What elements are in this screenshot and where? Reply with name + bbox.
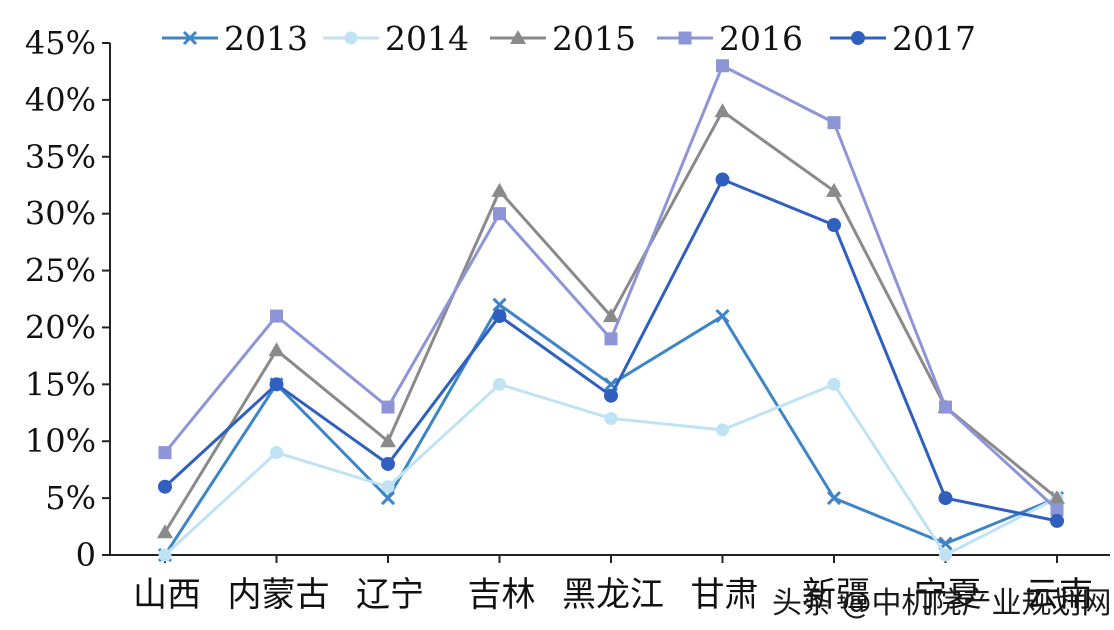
- series-2016: [158, 59, 1064, 516]
- x-tick-label: 黑龙江: [562, 575, 664, 615]
- legend-swatch-marker: [182, 30, 198, 46]
- legend-label: 2016: [719, 19, 803, 58]
- y-tick-label: 10%: [25, 422, 96, 460]
- y-tick-label: 45%: [25, 24, 96, 62]
- data-point-2014: [381, 480, 395, 494]
- legend-swatch-marker: [851, 31, 865, 45]
- x-tick-label: 新疆: [802, 575, 870, 615]
- data-point-2015: [491, 182, 508, 197]
- series-line-2014: [163, 382, 1058, 557]
- x-tick-label: 云南: [1025, 575, 1093, 615]
- legend-item-2016: 2016: [657, 19, 803, 58]
- x-tick-label: 内蒙古: [228, 575, 330, 615]
- legend-item-2015: 2015: [490, 19, 636, 58]
- watermark-text: 头条 @中机院产业规划网: [772, 586, 1112, 621]
- y-tick-label: 25%: [25, 252, 96, 290]
- data-point-2015: [603, 308, 619, 323]
- y-tick-label: 40%: [25, 81, 96, 119]
- data-point-2016: [716, 59, 729, 73]
- data-point-2013: [826, 491, 842, 506]
- data-point-2016: [939, 400, 952, 414]
- y-tick-label: 35%: [25, 138, 96, 176]
- data-point-2017: [604, 388, 618, 403]
- data-point-2014: [604, 411, 618, 425]
- legend-swatch-marker: [678, 31, 692, 45]
- data-point-2013: [492, 297, 507, 312]
- data-point-2017: [1050, 513, 1064, 528]
- data-point-2014: [939, 548, 952, 562]
- data-point-2015: [1049, 490, 1065, 505]
- watermark: 头条 @中机院产业规划网: [772, 586, 1112, 621]
- data-point-2013: [715, 309, 730, 324]
- legend-swatch-marker: [510, 30, 526, 44]
- data-point-2016: [270, 309, 283, 323]
- legend: 2013 2014 2015 2016 2017: [162, 19, 976, 58]
- data-point-2016: [1050, 502, 1064, 516]
- x-tick-label: 吉林: [468, 575, 536, 615]
- data-point-2014: [270, 446, 283, 460]
- data-point-2015: [826, 182, 842, 197]
- legend-item-2014: 2014: [323, 19, 469, 58]
- data-point-2015: [714, 103, 731, 118]
- data-point-2017: [827, 218, 841, 233]
- x-tick-label: 宁夏: [914, 575, 982, 615]
- x-axis-categories: 山西 内蒙古 辽宁 吉林 黑龙江 甘肃 新疆 宁夏 云南: [133, 555, 1093, 615]
- data-point-2014: [158, 548, 172, 562]
- data-point-2016: [604, 332, 618, 346]
- legend-label: 2013: [224, 19, 308, 58]
- data-point-2017: [381, 456, 395, 471]
- x-tick-label: 山西: [133, 575, 201, 615]
- data-point-2015: [268, 342, 285, 357]
- legend-label: 2017: [892, 19, 976, 58]
- x-tick-label: 甘肃: [691, 575, 759, 615]
- axes: [109, 43, 1110, 556]
- data-point-2017: [269, 377, 284, 392]
- data-point-2016: [493, 207, 506, 221]
- data-point-2014: [493, 377, 506, 391]
- y-tick-label: 5%: [45, 479, 96, 517]
- y-axis-ticks: 0 5% 10% 15% 20% 25% 30% 35% 40% 45%: [25, 24, 110, 574]
- legend-label: 2015: [552, 19, 636, 58]
- series-group: [157, 59, 1065, 563]
- series-2014: [158, 377, 1064, 562]
- x-tick-label: 辽宁: [356, 575, 424, 615]
- legend-item-2017: 2017: [830, 19, 976, 58]
- data-point-2017: [715, 172, 730, 187]
- data-point-2017: [938, 491, 953, 506]
- legend-label: 2014: [385, 19, 469, 58]
- legend-item-2013: 2013: [162, 19, 308, 58]
- y-tick-label: 30%: [25, 195, 96, 233]
- legend-swatch-marker: [344, 31, 358, 45]
- data-point-2016: [381, 400, 395, 414]
- data-point-2017: [492, 309, 507, 324]
- y-tick-label: 20%: [25, 308, 96, 346]
- series-2015: [157, 103, 1065, 539]
- data-point-2013: [380, 491, 396, 506]
- data-point-2016: [158, 446, 172, 460]
- y-tick-label: 0: [76, 536, 96, 574]
- data-point-2014: [716, 423, 729, 437]
- series-2017: [158, 172, 1064, 528]
- data-point-2015: [157, 524, 173, 539]
- data-point-2016: [827, 116, 841, 130]
- data-point-2017: [158, 479, 172, 494]
- data-point-2014: [827, 377, 841, 391]
- data-point-2015: [380, 433, 396, 448]
- y-tick-label: 15%: [25, 365, 96, 403]
